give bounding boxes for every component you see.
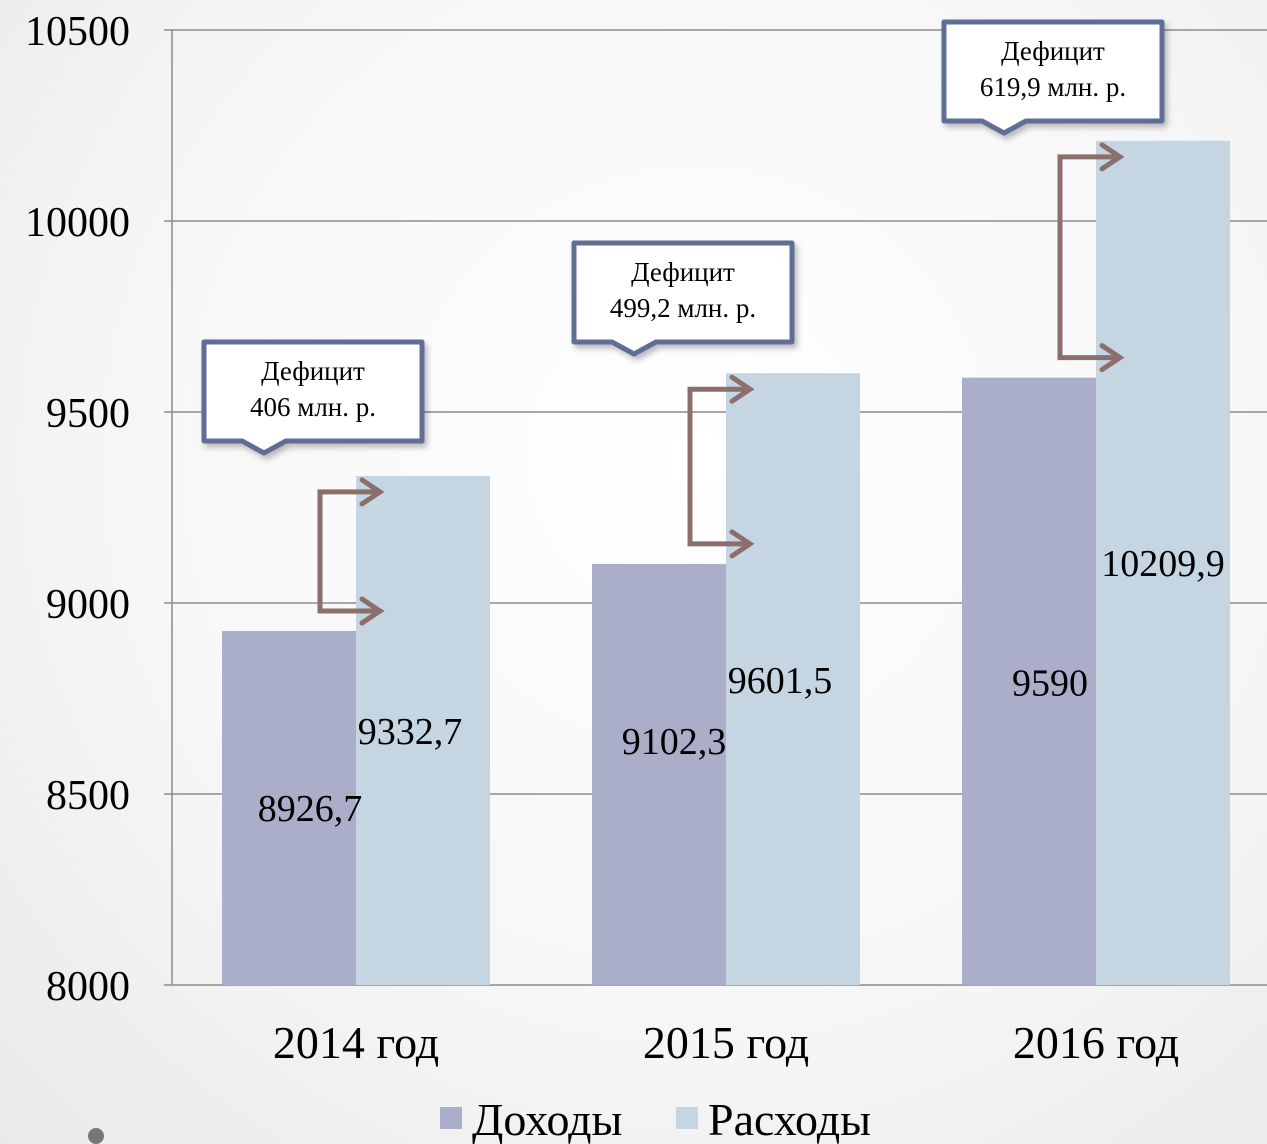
decorative-dot [88, 1128, 104, 1144]
legend-swatch [440, 1107, 462, 1129]
bars [222, 140, 1230, 985]
y-tick-label: 9500 [46, 391, 130, 437]
callout-line2: 406 млн. р. [250, 392, 376, 422]
data-label: 8926,7 [258, 788, 363, 830]
x-category-label: 2014 год [273, 1017, 439, 1068]
bar-Расходы-0 [356, 475, 490, 985]
callout-line2: 499,2 млн. р. [610, 293, 756, 323]
y-axis-ticks: 8000 8500 9000 9500 10000 10500 [25, 9, 130, 1010]
arrow-head [359, 477, 385, 507]
callout-line1: Дефицит [631, 257, 735, 287]
y-tick-label: 10500 [25, 9, 130, 55]
y-tick-label: 8000 [46, 964, 130, 1010]
bar-Доходы-0 [222, 631, 356, 985]
callout-line2: 619,9 млн. р. [980, 72, 1126, 102]
bar-Доходы-2 [962, 377, 1096, 985]
bar-Расходы-2 [1096, 140, 1230, 985]
data-label: 9332,7 [358, 711, 463, 753]
callout-line1: Дефицит [1001, 36, 1105, 66]
deficit-bracket [317, 489, 378, 614]
x-category-label: 2016 год [1013, 1017, 1179, 1068]
bar-Доходы-1 [592, 563, 726, 985]
callout-line1: Дефицит [261, 356, 365, 386]
x-category-label: 2015 год [643, 1017, 809, 1068]
deficit-bracket [687, 386, 748, 547]
data-label: 10209,9 [1101, 543, 1225, 585]
deficit-bracket [1057, 154, 1118, 361]
deficit-callout-box [571, 240, 795, 357]
y-tick-label: 10000 [25, 200, 130, 246]
deficit-callout-box [941, 19, 1165, 136]
arrow-head [359, 596, 385, 626]
x-axis-categories: 2014 год 2015 год 2016 год [273, 1017, 1179, 1068]
legend-label: Расходы [708, 1094, 871, 1144]
arrow-head [729, 374, 755, 404]
data-label: 9102,3 [622, 721, 727, 763]
data-label: 9601,5 [728, 660, 833, 702]
bar-Расходы-1 [726, 373, 860, 985]
arrow-head [729, 529, 755, 559]
y-tick-label: 9000 [46, 582, 130, 628]
arrow-head [1099, 343, 1125, 373]
legend-swatch [676, 1107, 698, 1129]
deficit-arrows [317, 142, 1125, 626]
deficit-callout-box [201, 339, 425, 456]
arrow-head [1099, 142, 1125, 172]
y-tick-label: 8500 [46, 773, 130, 819]
legend: Доходы Расходы [440, 1094, 871, 1144]
legend-label: Доходы [472, 1094, 622, 1144]
deficit-callouts: Дефицит 406 млн. р. Дефицит 499,2 млн. р. Де… [201, 19, 1165, 456]
data-label: 9590 [1012, 663, 1088, 705]
